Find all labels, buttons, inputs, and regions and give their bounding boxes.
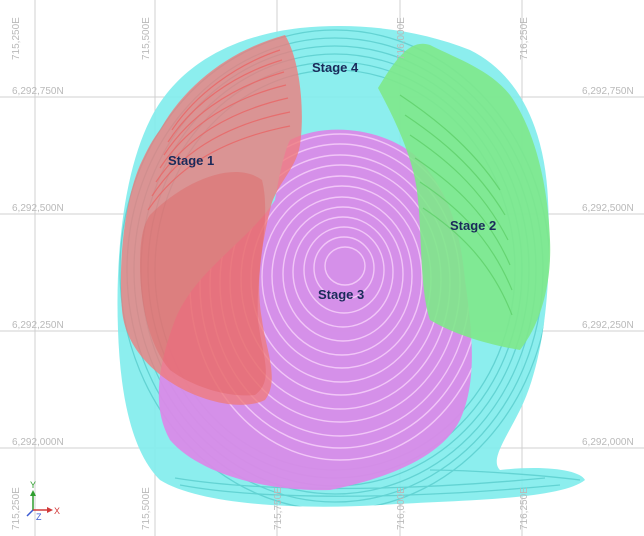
- stage-1-benches: [147, 49, 291, 211]
- northing-label: 6,292,250N: [582, 320, 634, 331]
- northing-labels: 6,292,750N 6,292,500N 6,292,250N 6,292,0…: [12, 86, 634, 448]
- easting-label: 715,250E: [11, 487, 22, 530]
- axis-x-label: X: [54, 506, 60, 516]
- northing-label: 6,292,500N: [12, 203, 64, 214]
- easting-label: 715,500E: [141, 17, 152, 60]
- northing-label: 6,292,250N: [12, 320, 64, 331]
- stage-4-label: Stage 4: [312, 60, 359, 75]
- stage-1-shape: [120, 35, 302, 405]
- stage-1-label: Stage 1: [168, 153, 214, 168]
- northing-label: 6,292,000N: [582, 437, 634, 448]
- easting-label: 716,250E: [519, 17, 530, 60]
- easting-label: 715,250E: [11, 17, 22, 60]
- northing-label: 6,292,500N: [582, 203, 634, 214]
- axis-z-label: Z: [36, 512, 42, 522]
- easting-label: 715,500E: [141, 487, 152, 530]
- axis-triad: Y X Z: [26, 480, 60, 522]
- easting-label: 716,000E: [396, 17, 407, 60]
- easting-label: 716,000E: [396, 487, 407, 530]
- northing-label: 6,292,750N: [582, 86, 634, 97]
- northing-label: 6,292,750N: [12, 86, 64, 97]
- stage-3-label: Stage 3: [318, 287, 364, 302]
- stage-labels: Stage 1 Stage 2 Stage 3 Stage 4: [168, 60, 496, 302]
- northing-label: 6,292,000N: [12, 437, 64, 448]
- easting-labels: 715,250E 715,500E 716,000E 716,250E 715,…: [11, 17, 530, 530]
- easting-label: 716,250E: [519, 487, 530, 530]
- stage-2-shape: [378, 43, 551, 350]
- axis-y-label: Y: [30, 480, 36, 490]
- easting-label: 715,750E: [273, 487, 284, 530]
- stage-2-benches: [399, 94, 513, 316]
- stage-2-label: Stage 2: [450, 218, 496, 233]
